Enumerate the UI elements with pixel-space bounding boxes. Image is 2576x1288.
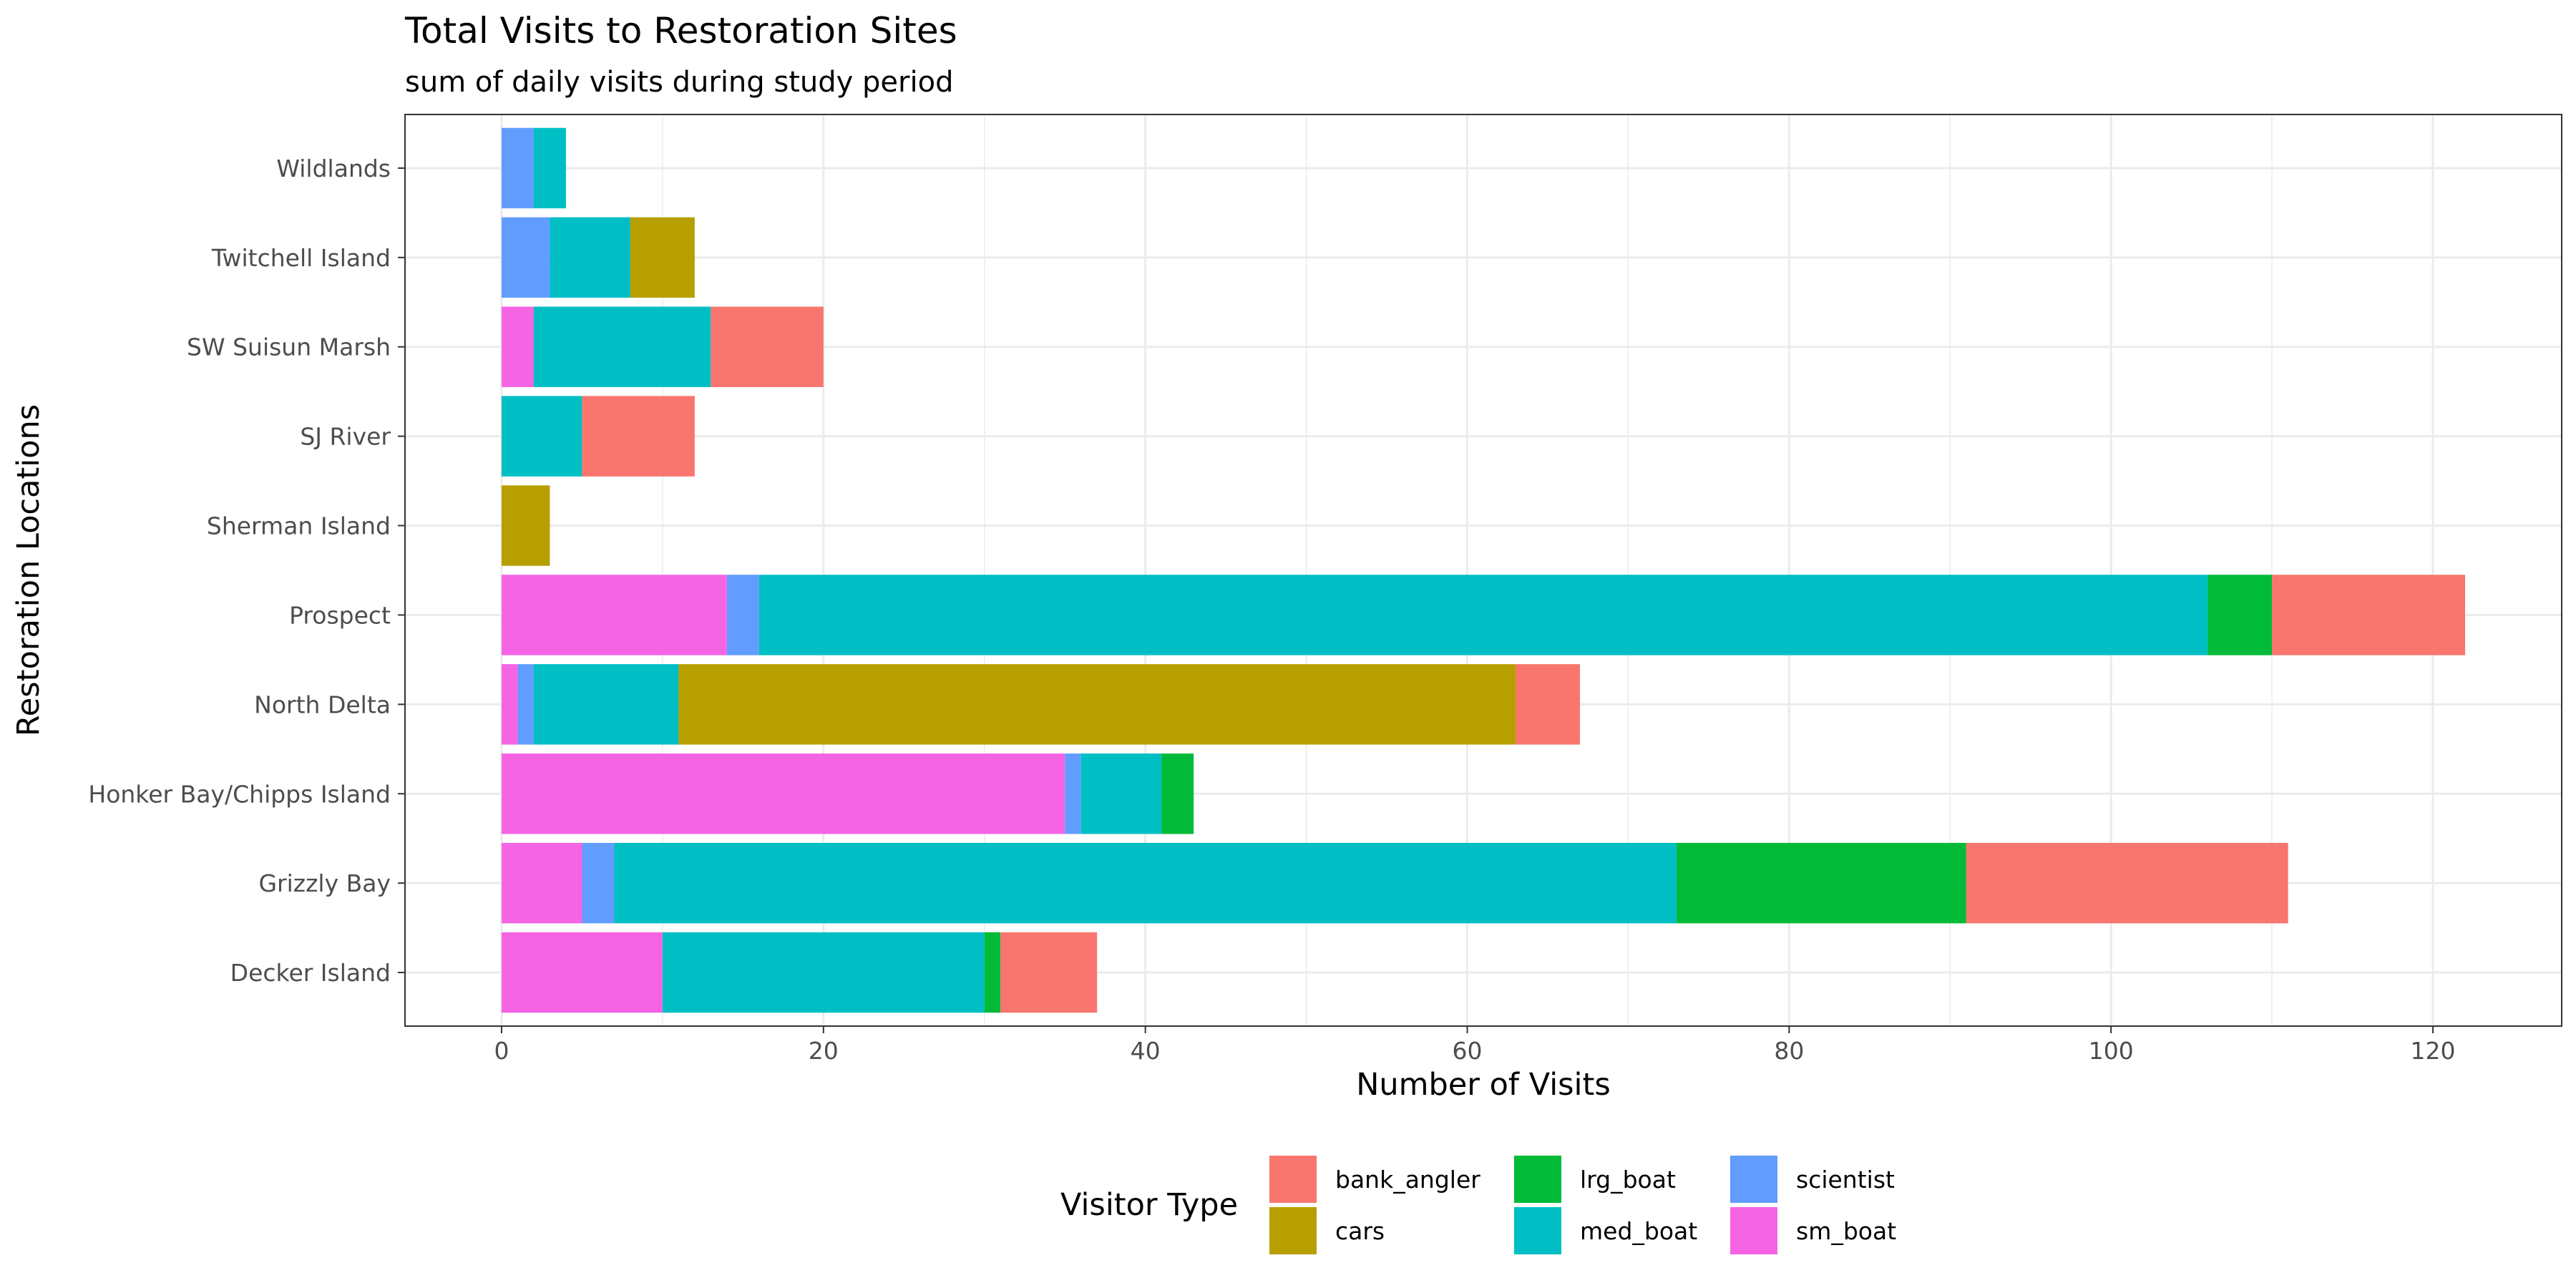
plot-border xyxy=(404,114,2562,1027)
y-tick-label: Grizzly Bay xyxy=(258,869,391,897)
bar-segment xyxy=(1966,842,2288,924)
legend-key xyxy=(1269,1207,1317,1254)
y-axis-ticks: Decker Island Grizzly Bay Honker Bay/Chipp… xyxy=(88,155,405,987)
x-tick-label: 60 xyxy=(1453,1037,1483,1065)
x-tick-label: 100 xyxy=(2089,1037,2134,1065)
bar-segment xyxy=(533,306,711,387)
bar-segment xyxy=(501,396,582,477)
chart-subtitle: sum of daily visits during study period xyxy=(405,66,953,99)
bar-segment xyxy=(501,753,1065,834)
y-tick-label: Sherman Island xyxy=(207,512,391,540)
bar-segment xyxy=(1065,753,1081,834)
bar-segment xyxy=(1161,753,1194,834)
bar-segment xyxy=(582,396,695,477)
bar-segment xyxy=(1676,842,1966,924)
y-tick-label: Wildlands xyxy=(276,155,391,182)
bar-segment xyxy=(1515,664,1580,745)
bar-segment xyxy=(614,842,1677,924)
legend-title: Visitor Type xyxy=(1060,1187,1238,1223)
bar-segment xyxy=(678,664,1516,745)
legend-label: lrg_boat xyxy=(1580,1166,1676,1194)
bars xyxy=(501,127,2466,1013)
x-tick-label: 40 xyxy=(1131,1037,1161,1065)
bar-segment xyxy=(501,842,582,924)
bar-segment xyxy=(662,932,985,1013)
bar-segment xyxy=(550,217,630,298)
bar-segment xyxy=(501,575,727,655)
x-axis-ticks: 0 20 40 60 80 100 120 xyxy=(494,1026,2456,1065)
bar-segment xyxy=(517,664,534,745)
y-tick-label: Prospect xyxy=(289,601,391,629)
y-tick-label: Twitchell Island xyxy=(211,244,391,272)
bar-segment xyxy=(630,217,695,298)
bar-segment xyxy=(1000,932,1098,1013)
bar-segment xyxy=(1080,753,1162,834)
legend-label: scientist xyxy=(1796,1166,1895,1194)
x-tick-label: 20 xyxy=(809,1037,839,1065)
x-tick-label: 80 xyxy=(1774,1037,1804,1065)
legend-key xyxy=(1514,1156,1561,1203)
bar-segment xyxy=(2272,575,2466,655)
bar-segment xyxy=(501,127,534,209)
legend-key xyxy=(1730,1156,1777,1203)
bar-segment xyxy=(501,485,550,566)
bar-segment xyxy=(533,664,679,745)
bar-segment xyxy=(501,664,518,745)
legend-key xyxy=(1730,1207,1777,1254)
bar-segment xyxy=(501,217,550,298)
bar-segment xyxy=(582,842,615,924)
bar-segment xyxy=(2207,575,2273,655)
bar-segment xyxy=(984,932,1001,1013)
y-tick-label: Decker Island xyxy=(230,959,391,987)
bar-segment xyxy=(758,575,2208,655)
legend-key xyxy=(1514,1207,1561,1254)
y-axis-title: Restoration Locations xyxy=(11,404,47,736)
legend-label: cars xyxy=(1335,1217,1385,1245)
y-tick-label: SJ River xyxy=(300,423,391,451)
bar-segment xyxy=(726,575,759,655)
x-tick-label: 0 xyxy=(494,1037,509,1065)
y-tick-label: Honker Bay/Chipps Island xyxy=(88,780,391,808)
y-tick-label: North Delta xyxy=(254,691,391,718)
bar-segment xyxy=(501,306,534,387)
bar-segment xyxy=(533,127,566,209)
chart-title: Total Visits to Restoration Sites xyxy=(404,10,957,52)
legend-label: bank_angler xyxy=(1335,1166,1480,1194)
x-axis-title: Number of Visits xyxy=(1356,1067,1611,1103)
bar-segment xyxy=(501,932,663,1013)
x-tick-label: 120 xyxy=(2411,1037,2456,1065)
legend-label: sm_boat xyxy=(1796,1217,1896,1245)
legend-label: med_boat xyxy=(1580,1217,1697,1245)
y-tick-label: SW Suisun Marsh xyxy=(187,333,391,361)
bar-segment xyxy=(711,306,824,387)
legend-key xyxy=(1269,1156,1317,1203)
